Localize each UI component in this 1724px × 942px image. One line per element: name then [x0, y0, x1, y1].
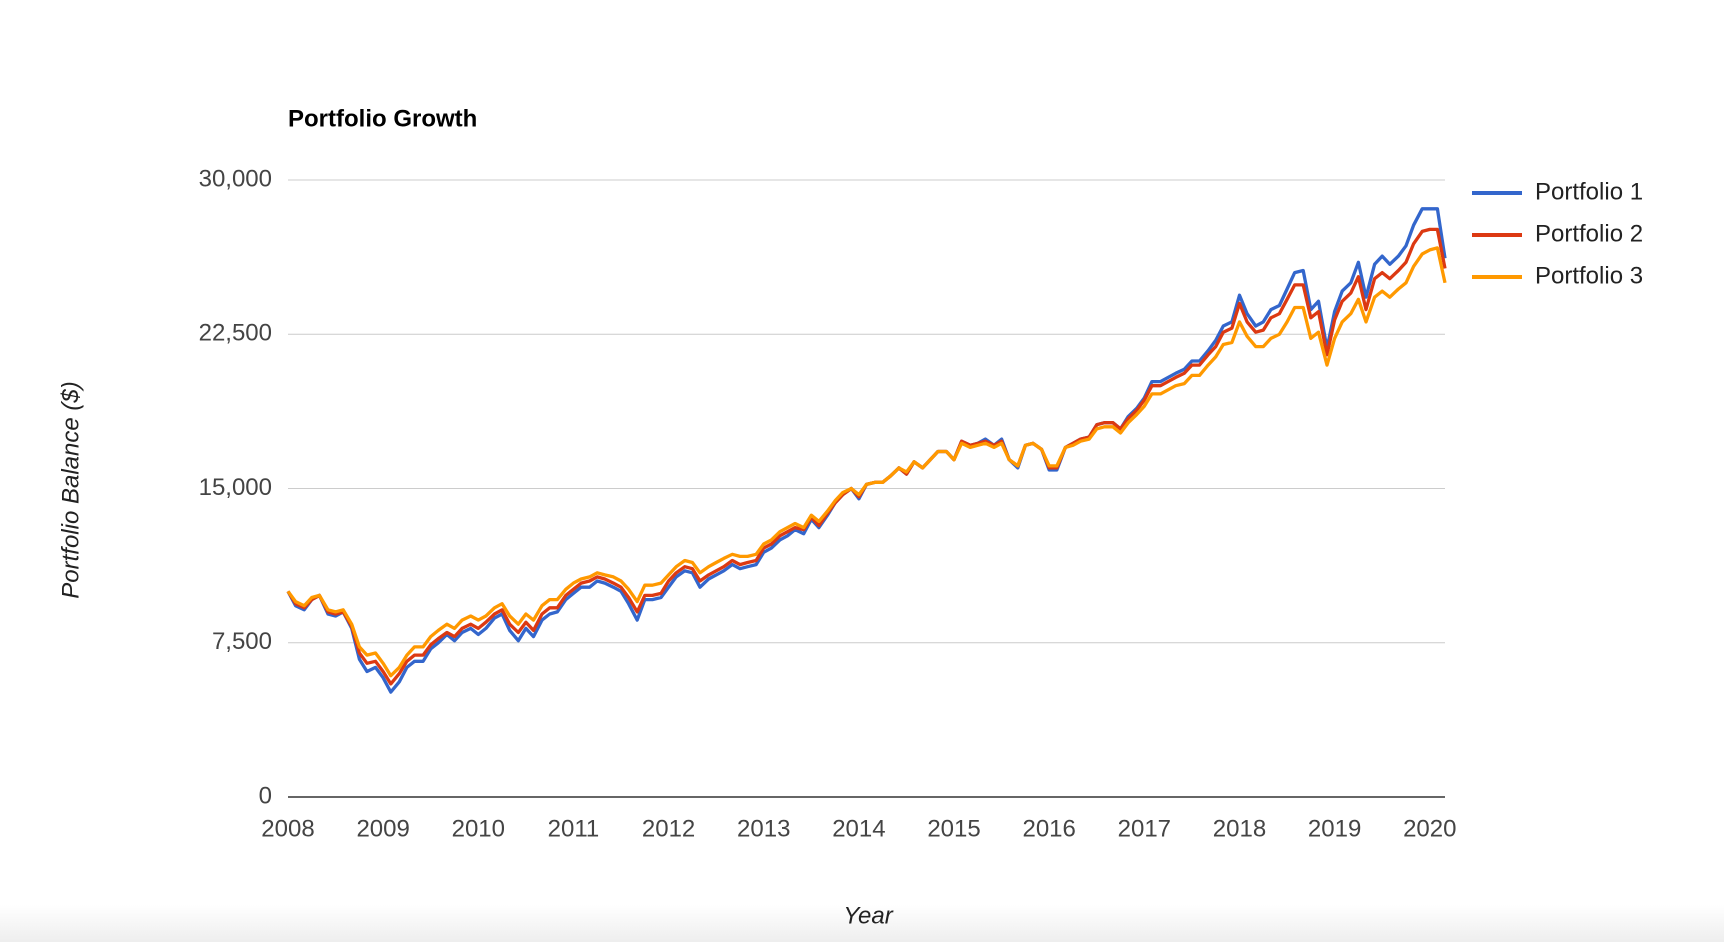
x-tick-label: 2017 [1118, 815, 1171, 842]
y-tick-label: 15,000 [199, 474, 272, 501]
x-tick-label: 2016 [1022, 815, 1075, 842]
x-tick-label: 2020 [1403, 815, 1456, 842]
y-axis-label: Portfolio Balance ($) [57, 381, 84, 598]
x-axis-label: Year [843, 902, 893, 929]
x-tick-label: 2009 [356, 815, 409, 842]
y-tick-label: 22,500 [199, 320, 272, 347]
x-tick-label: 2010 [452, 815, 505, 842]
x-tick-label: 2018 [1213, 815, 1266, 842]
y-tick-label: 0 [259, 782, 272, 809]
x-tick-label: 2011 [548, 815, 600, 842]
series-line [286, 246, 1447, 678]
x-tick-label: 2014 [832, 815, 885, 842]
x-tick-label: 2013 [737, 815, 790, 842]
legend-label: Portfolio 3 [1535, 262, 1643, 289]
x-tick-label: 2008 [261, 815, 314, 842]
x-tick-label: 2012 [642, 815, 695, 842]
y-tick-label: 30,000 [199, 165, 272, 192]
bottom-shade [0, 905, 1724, 942]
x-tick-label: 2015 [927, 815, 980, 842]
legend-label: Portfolio 1 [1535, 178, 1643, 205]
chart-title: Portfolio Growth [288, 105, 477, 132]
series-line [286, 227, 1447, 686]
legend-label: Portfolio 2 [1535, 220, 1643, 247]
y-tick-label: 7,500 [212, 628, 272, 655]
x-tick-label: 2019 [1308, 815, 1361, 842]
